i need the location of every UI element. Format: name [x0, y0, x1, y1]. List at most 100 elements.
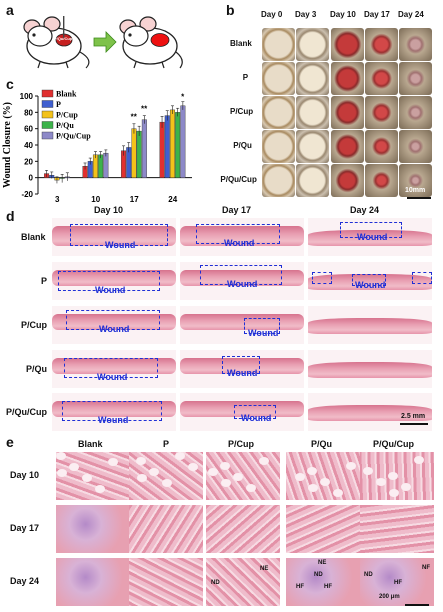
wound-label: Wound — [227, 368, 258, 378]
tissue-vacuole — [149, 468, 159, 476]
wound-photo — [262, 164, 295, 197]
tissue-vacuole — [137, 474, 147, 482]
tissue-vacuole — [56, 452, 66, 460]
photo-group-label: P/Cup — [230, 107, 254, 116]
histology-day-header: Day 24 — [350, 205, 380, 215]
wound-photo — [262, 28, 295, 61]
legend-label: Blank — [56, 90, 77, 99]
tissue-vacuole — [57, 469, 67, 477]
tissue-vacuole — [414, 456, 424, 464]
mouse-schematic — [23, 16, 183, 69]
tissue-vacuole — [346, 462, 356, 470]
significance-marker: ** — [141, 105, 148, 114]
tissue-vacuole — [320, 478, 330, 486]
tissue-band — [308, 405, 432, 421]
tissue-band — [52, 358, 176, 374]
tissue-vacuole — [108, 458, 118, 466]
legend-swatch — [41, 100, 54, 108]
legend-swatch — [41, 121, 54, 129]
wound-photo — [296, 62, 329, 95]
x-tick-label: 17 — [130, 195, 139, 204]
he-annotation-nf: NF — [422, 565, 430, 571]
wound-region-box — [222, 356, 260, 374]
he-annotation-hf: HF — [324, 584, 332, 590]
he-day-label: Day 17 — [10, 523, 40, 533]
he-stain-image — [360, 558, 434, 606]
y-tick-label: 20 — [24, 157, 33, 166]
y-tick-label: 100 — [20, 92, 34, 101]
tissue-vacuole — [175, 452, 185, 460]
tissue-band — [308, 318, 432, 334]
tissue-band — [180, 358, 304, 374]
arrow-right-icon — [93, 31, 117, 53]
he-group-header: P/Qu — [311, 439, 333, 449]
wound-region-box — [70, 224, 168, 246]
he-stain-image — [56, 558, 130, 606]
tissue-vacuole — [233, 473, 243, 481]
he-group-header: P — [163, 439, 170, 449]
photo-day-header: Day 17 — [364, 10, 390, 19]
scale-bar-200um — [405, 604, 429, 606]
tissue-vacuole — [388, 472, 398, 480]
photo-day-header: Day 0 — [261, 10, 283, 19]
legend-swatch — [41, 110, 54, 119]
bar-p-cup-day-17 — [131, 128, 137, 178]
histology-day-header: Day 10 — [94, 205, 124, 215]
wound-photo — [331, 96, 364, 129]
wound-photo — [296, 96, 329, 129]
he-stain-image — [360, 505, 434, 553]
he-annotation-nd: ND — [364, 572, 373, 578]
bar-p-qu-day-24 — [175, 112, 181, 178]
tissue-vacuole — [389, 489, 399, 497]
wound-photo — [365, 28, 398, 61]
tissue-vacuole — [363, 467, 373, 475]
he-stain-image — [129, 558, 203, 606]
wound-photo — [331, 28, 364, 61]
significance-marker: * — [181, 92, 185, 101]
he-annotation-nd: ND — [211, 580, 220, 586]
tissue-vacuole — [82, 474, 92, 482]
he-stain-image — [129, 452, 203, 500]
panel-letter-b: b — [226, 2, 235, 18]
tissue-band — [52, 314, 176, 330]
y-tick-label: 80 — [24, 108, 33, 117]
he-stain-image — [129, 505, 203, 553]
histology-group-label: Blank — [21, 232, 46, 242]
wound-photo — [331, 130, 364, 163]
he-annotation-hf: HF — [296, 584, 304, 590]
tissue-vacuole — [295, 473, 305, 481]
wound-label: Wound — [357, 232, 388, 242]
legend-swatch — [41, 89, 54, 98]
tissue-vacuole — [307, 467, 317, 475]
x-tick-label: 3 — [55, 195, 60, 204]
legend-label: P — [56, 100, 61, 109]
wound-photo — [365, 62, 398, 95]
tissue-band — [180, 314, 304, 330]
he-group-header: Blank — [78, 439, 103, 449]
tissue-vacuole — [376, 478, 386, 486]
tissue-vacuole — [220, 462, 230, 470]
tissue-vacuole — [333, 489, 343, 497]
tissue-vacuole — [246, 484, 256, 492]
bar-p-cup-day-10 — [92, 154, 98, 178]
x-tick-label: 24 — [168, 195, 177, 204]
panel-letter-e: e — [6, 434, 14, 450]
he-annotation-ne: NE — [260, 566, 269, 572]
wound-region-box — [58, 271, 160, 291]
he-annotation-nd: ND — [314, 572, 323, 578]
wound-region-box — [244, 318, 280, 334]
wound-photo — [331, 62, 364, 95]
legend-label: P/Qu — [56, 121, 74, 130]
wound-photo — [399, 130, 432, 163]
he-stain-image — [360, 452, 434, 500]
tissue-band — [52, 226, 176, 246]
he-stain-image — [206, 505, 280, 553]
wound-region-box — [64, 358, 158, 378]
x-tick-label: 10 — [91, 195, 100, 204]
tissue-vacuole — [401, 483, 411, 491]
he-day-label: Day 24 — [10, 576, 40, 586]
wound-label: Wound — [248, 328, 279, 338]
wound-region-box — [312, 272, 332, 284]
tissue-vacuole — [308, 484, 318, 492]
histology-section — [308, 262, 432, 300]
